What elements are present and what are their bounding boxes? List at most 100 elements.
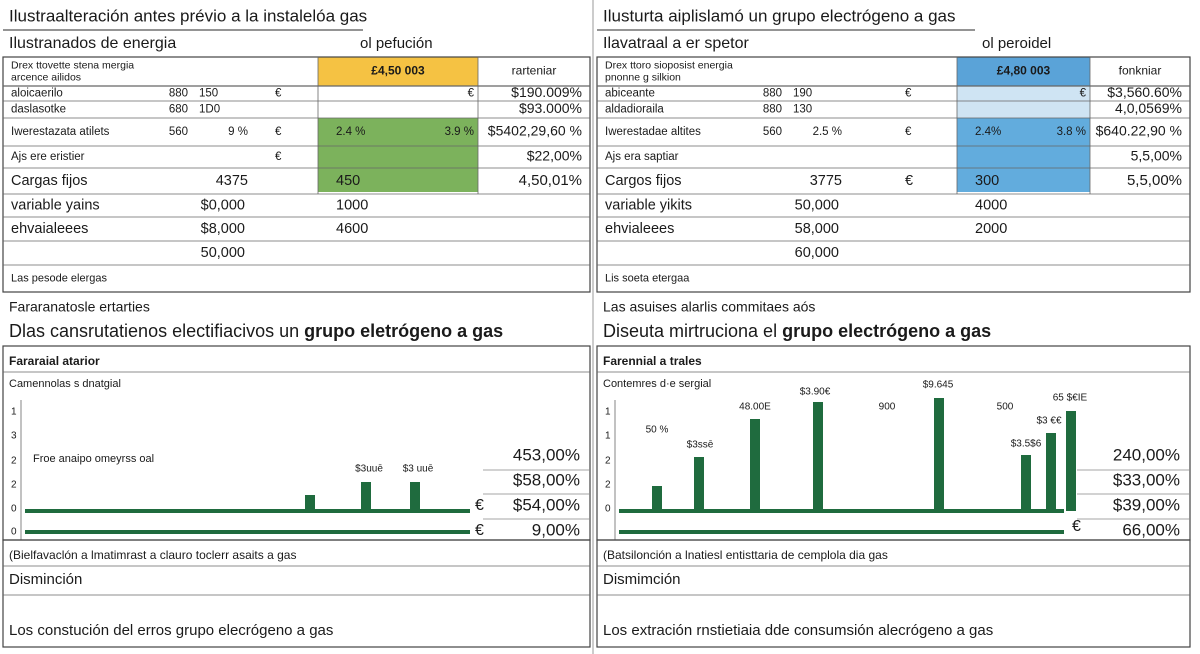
footer-caption: Los constución del erros grupo elecrógen…: [9, 622, 333, 639]
bar: [813, 402, 823, 511]
cell: 5,5,00%: [1131, 148, 1182, 164]
bar: [305, 495, 315, 511]
headline: Dlas cansrutatienos electifiacivos un gr…: [9, 321, 503, 341]
table-frame: [596, 56, 1191, 293]
side-value: $58,00%: [513, 470, 580, 489]
row-label: Ajs ere eristier: [11, 151, 85, 163]
chart-title: Fararaial atarior: [9, 354, 100, 368]
cell: 2000: [975, 221, 1007, 237]
cell: 9 %: [228, 126, 248, 138]
panel-subtitle: Ilavatraal a er spetor: [603, 35, 750, 52]
side-value: $33,00%: [1113, 470, 1180, 489]
bar-label: $3.5$6: [1011, 439, 1042, 450]
bar: [1021, 455, 1031, 511]
axis-label: 2: [11, 456, 17, 467]
cell: $640.22,90 %: [1096, 123, 1182, 139]
cell: 3.8 %: [1057, 126, 1086, 138]
section-title: Las asuises alarlis commitaes aós: [603, 299, 815, 315]
side-value: 453,00%: [513, 445, 580, 464]
headline-bold: grupo eletrógeno a gas: [304, 321, 503, 341]
bar-label: $3 €€: [1036, 416, 1061, 427]
highlight-body: [318, 118, 478, 192]
row-label: Drex ttoro sioposist energia: [605, 59, 733, 71]
row-label: Las pesode elergas: [11, 272, 108, 284]
cell: 4600: [336, 221, 368, 237]
cell: €: [468, 88, 475, 100]
bar: [750, 419, 760, 511]
cell: €: [1080, 88, 1087, 100]
cell: 130: [793, 104, 812, 116]
panel-title: Ilusturta aiplislamó un grupo electrógen…: [603, 6, 956, 25]
cell: 4,0,0569%: [1115, 100, 1182, 116]
footer-note: (Batsilonción a lnatiesl entisttaria de …: [603, 548, 888, 562]
row-label: variable yains: [11, 197, 100, 213]
bar-label: $9.645: [923, 380, 954, 391]
cell: 190: [793, 88, 812, 100]
currency-mark: €: [475, 522, 484, 539]
row-label: variable yikits: [605, 197, 692, 213]
row-label: Cargos fijos: [605, 173, 682, 189]
bar: [1066, 411, 1076, 511]
row-label: ehvaialeees: [11, 221, 88, 237]
cell: fonkniar: [1119, 64, 1162, 78]
baseline-bar: [25, 530, 470, 534]
panel: Ilustraalteración antes prévio a la inst…: [2, 6, 591, 648]
cell: 4000: [975, 197, 1007, 213]
highlight-body: [957, 118, 1090, 192]
cell: $3,560.60%: [1107, 84, 1182, 100]
bar-label: 48.00E: [739, 402, 771, 413]
currency-mark: €: [475, 497, 484, 514]
footer-frame: [2, 539, 591, 648]
cell: $0,000: [201, 197, 245, 213]
side-value: $39,00%: [1113, 495, 1180, 514]
axis-label: 2: [11, 480, 17, 491]
cell: 4375: [216, 173, 248, 189]
cell: $5402,29,60 %: [488, 123, 582, 139]
side-value: 240,00%: [1113, 445, 1180, 464]
axis-label: 1: [605, 431, 611, 442]
row-label: Lis soeta etergaa: [605, 272, 690, 284]
baseline-bar: [619, 509, 1064, 513]
axis-label: 0: [11, 504, 17, 515]
cell: 50,000: [201, 245, 245, 261]
chart-subtitle: Camennolas s dnatgial: [9, 378, 121, 390]
cell: 560: [763, 126, 782, 138]
cell: 3.9 %: [445, 126, 474, 138]
cell: €: [275, 126, 282, 138]
footer-label: Disminción: [9, 571, 82, 588]
axis-label: 1: [11, 407, 17, 418]
highlight-header: [957, 57, 1090, 86]
bar: [934, 398, 944, 511]
cell: 880: [169, 88, 188, 100]
bar: [1046, 433, 1056, 511]
cell: 150: [199, 88, 218, 100]
footer-frame: [596, 539, 1191, 648]
panel: Ilusturta aiplislamó un grupo electrógen…: [596, 6, 1191, 648]
period-label: ol pefución: [360, 35, 433, 52]
highlight-header: [318, 57, 478, 86]
panel-title: Ilustraalteración antes prévio a la inst…: [9, 6, 367, 25]
period-label: ol peroidel: [982, 35, 1051, 52]
cell: 58,000: [795, 221, 839, 237]
cell: €: [905, 126, 912, 138]
bar-label: 500: [997, 402, 1014, 413]
row-label: Iwerestazata atilets: [11, 126, 110, 138]
bar: [410, 482, 420, 511]
footer-label: Dismimción: [603, 571, 681, 588]
cell: €: [905, 88, 912, 100]
axis-label: 1: [605, 407, 611, 418]
chart-title: Farennial a trales: [603, 354, 702, 368]
row-label: ehvialeees: [605, 221, 674, 237]
cell: £4,50 003: [371, 64, 425, 78]
headline-text: Dlas cansrutatienos electifiacivos un: [9, 321, 304, 341]
cell: 450: [336, 173, 360, 189]
cell: 3775: [810, 173, 842, 189]
row-label: arcence ailidos: [11, 71, 81, 83]
axis-label: 0: [11, 527, 17, 538]
cell: 2.4%: [975, 126, 1001, 138]
bar-label: $3.90€: [800, 387, 831, 398]
currency-mark: €: [1072, 518, 1081, 535]
axis-label: 3: [11, 431, 17, 442]
cell: 2.4 %: [336, 126, 365, 138]
